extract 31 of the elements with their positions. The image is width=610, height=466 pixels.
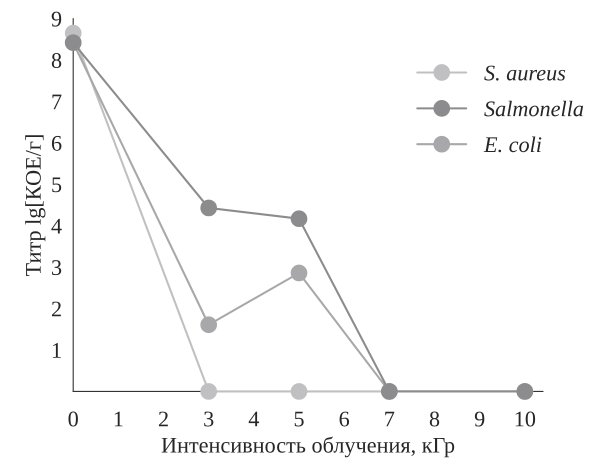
x-tick-label: 3	[204, 412, 214, 427]
legend-label: Salmonella	[484, 100, 584, 116]
x-tick-label: 1	[114, 412, 123, 426]
x-tick-label: 9	[474, 412, 484, 427]
y-tick-label: 1	[52, 343, 61, 358]
x-tick-label: 8	[430, 412, 440, 427]
point	[200, 383, 218, 400]
point	[290, 264, 308, 282]
y-tick-label: 6	[52, 136, 62, 151]
x-tick-label: 10	[516, 412, 536, 427]
x-tick-label: 4	[248, 412, 260, 426]
y-tick-label: 8	[52, 52, 62, 68]
point	[290, 210, 308, 228]
x-tick-label: 2	[158, 412, 168, 426]
y-tick-label: 2	[52, 302, 61, 316]
x-tick-label: 0	[68, 412, 78, 427]
y-axis-title: Титр lg[КОЕ/г]	[25, 135, 46, 276]
point	[200, 200, 218, 216]
y-tick-label: 5	[52, 177, 62, 192]
x-tick-label: 5	[294, 412, 304, 427]
y-tick-label: 9	[52, 12, 62, 27]
y-tick-label: 7	[52, 94, 62, 110]
point	[290, 383, 308, 400]
x-tick-label: 7	[385, 412, 394, 426]
point	[200, 316, 218, 334]
legend-label: S. aureus	[484, 66, 566, 81]
y-tick-label: 4	[51, 218, 62, 234]
x-axis-title: Интенсивность облучения, кГр	[162, 436, 454, 458]
x-tick-label: 6	[340, 412, 350, 427]
y-tick-label: 3	[52, 260, 62, 276]
legend-label: E. coli	[484, 136, 542, 152]
